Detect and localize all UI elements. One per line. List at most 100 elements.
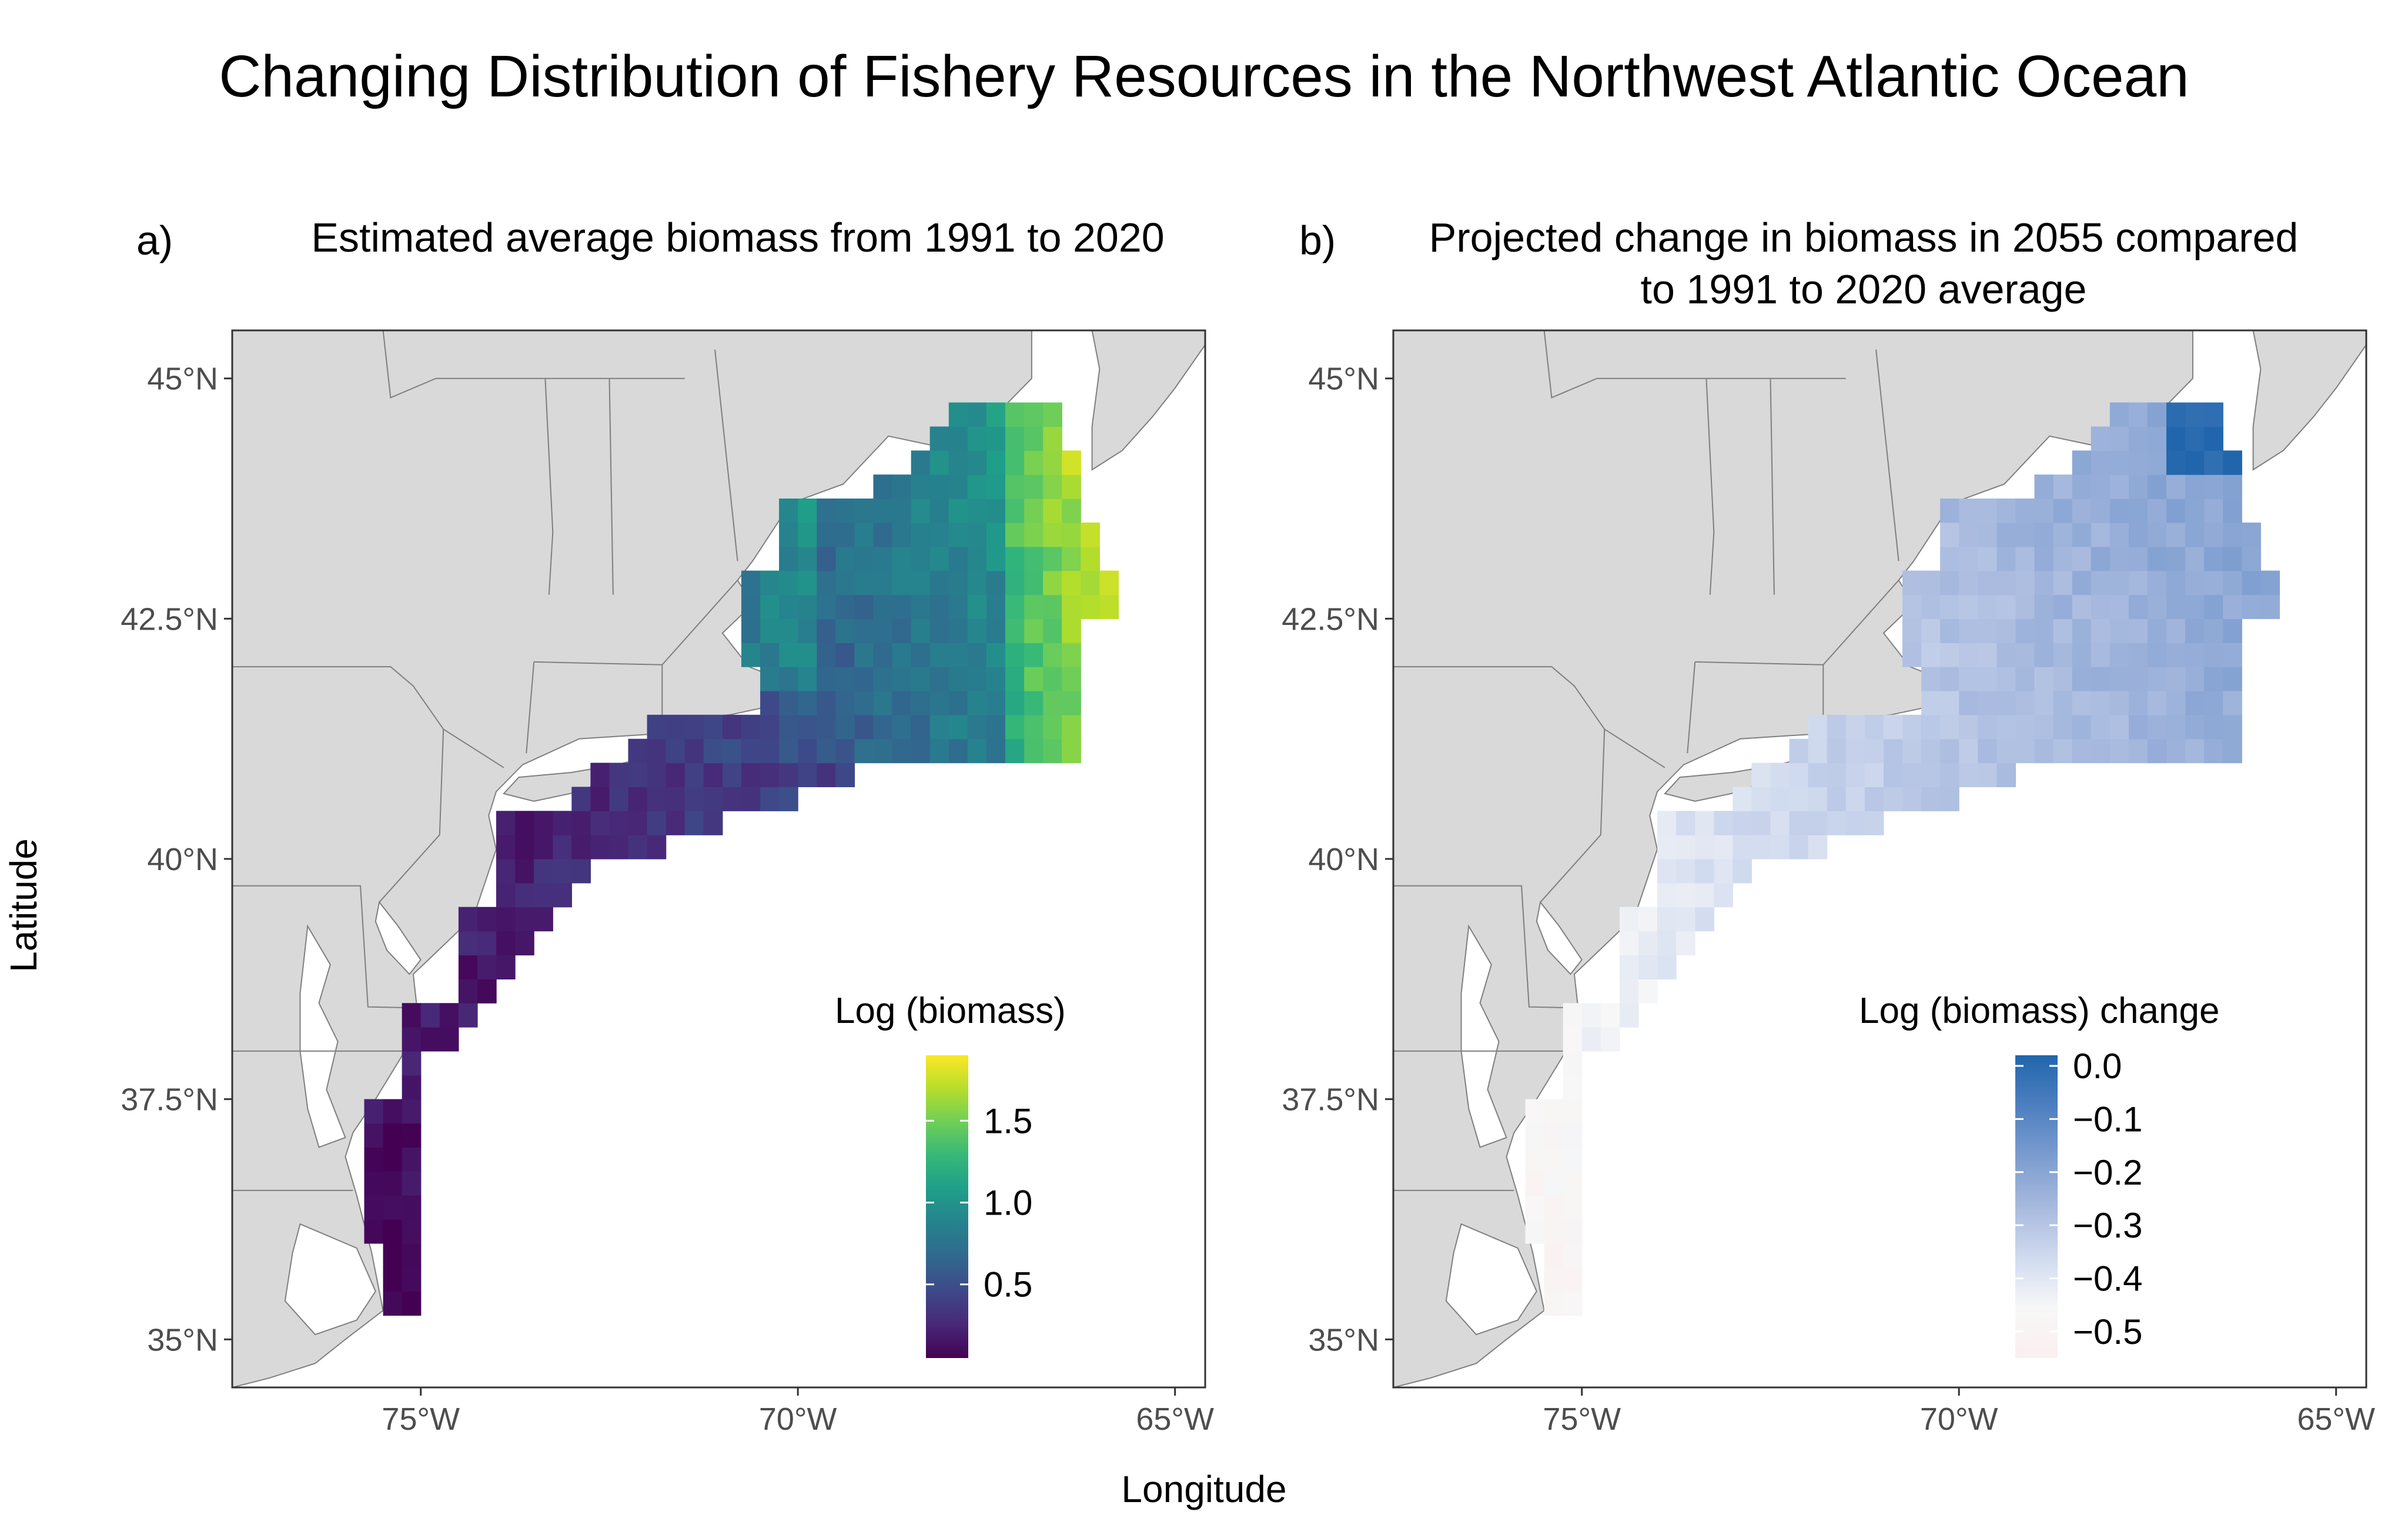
grid-cell — [2223, 667, 2242, 691]
grid-cell — [1789, 835, 1809, 860]
grid-cell — [1544, 1219, 1564, 1244]
grid-cell — [496, 882, 516, 908]
grid-cell — [1005, 643, 1025, 667]
grid-cell — [1751, 811, 1771, 835]
grid-cell — [2072, 714, 2092, 740]
grid-cell — [383, 1099, 403, 1124]
grid-cell — [534, 835, 553, 860]
grid-cell — [458, 979, 478, 1004]
legend-tick-label: 0.0 — [2073, 1046, 2122, 1086]
grid-cell — [1996, 738, 2016, 764]
grid-cell — [2185, 522, 2205, 547]
grid-cell — [2204, 546, 2223, 571]
grid-cell — [1940, 691, 1959, 715]
grid-cell — [402, 1291, 422, 1316]
grid-cell — [2166, 594, 2186, 619]
grid-cell — [1043, 402, 1062, 427]
grid-cell — [684, 811, 704, 835]
grid-cell — [929, 522, 949, 547]
grid-cell — [1770, 787, 1790, 811]
grid-cell — [1638, 907, 1658, 932]
grid-cell — [1883, 714, 1903, 740]
grid-cell — [1638, 979, 1658, 1004]
grid-cell — [1024, 522, 1044, 547]
grid-cell — [364, 1099, 384, 1124]
grid-cell — [835, 570, 855, 596]
grid-cell — [798, 546, 817, 571]
grid-cell — [684, 787, 704, 811]
grid-cell — [2015, 618, 2035, 643]
grid-cell — [1827, 762, 1847, 787]
grid-cell — [817, 618, 836, 643]
grid-cell — [1024, 691, 1044, 715]
grid-cell — [741, 714, 761, 740]
grid-cell — [798, 618, 817, 643]
grid-cell — [854, 643, 874, 667]
grid-cell — [496, 907, 516, 932]
grid-cell — [1062, 714, 1081, 740]
grid-cell — [779, 762, 798, 787]
grid-cell — [892, 474, 912, 499]
grid-cell — [2109, 402, 2129, 427]
grid-cell — [1676, 811, 1695, 835]
grid-cell — [967, 738, 987, 764]
grid-cell — [892, 667, 912, 691]
grid-cell — [1959, 691, 1978, 715]
figure-title: Changing Distribution of Fishery Resourc… — [219, 44, 2189, 109]
grid-cell — [1996, 618, 2016, 643]
grid-cell — [967, 643, 987, 667]
grid-cell — [1959, 738, 1978, 764]
grid-cell — [1024, 499, 1044, 523]
grid-cell — [986, 691, 1006, 715]
grid-cell — [1864, 787, 1884, 811]
grid-cell — [665, 714, 685, 740]
grid-cell — [402, 1195, 422, 1220]
grid-cell — [2128, 450, 2148, 475]
grid-cell — [986, 402, 1006, 427]
grid-cell — [1940, 570, 1959, 596]
grid-cell — [1062, 618, 1081, 643]
grid-cell — [553, 882, 572, 908]
grid-cell — [2185, 474, 2205, 499]
grid-cell — [1005, 667, 1025, 691]
grid-cell — [1525, 1195, 1545, 1220]
legend-title: Log (biomass) — [835, 991, 1066, 1031]
grid-cell — [798, 570, 817, 596]
grid-cell — [684, 762, 704, 787]
grid-cell — [722, 762, 742, 787]
grid-cell — [798, 594, 817, 619]
grid-cell — [2053, 499, 2073, 523]
grid-cell — [911, 691, 931, 715]
grid-cell — [817, 570, 836, 596]
grid-cell — [2223, 643, 2242, 667]
grid-cell — [779, 643, 798, 667]
grid-cell — [1563, 1027, 1583, 1052]
grid-cell — [2185, 426, 2205, 451]
grid-cell — [2109, 546, 2129, 571]
grid-cell — [628, 787, 648, 811]
grid-cell — [2015, 570, 2035, 596]
grid-cell — [1940, 787, 1959, 811]
grid-cell — [2204, 691, 2223, 715]
grid-cell — [2128, 499, 2148, 523]
grid-cell — [948, 738, 968, 764]
grid-cell — [2072, 667, 2092, 691]
grid-cell — [911, 474, 931, 499]
grid-cell — [911, 450, 931, 475]
grid-cell — [703, 811, 723, 835]
grid-cell — [929, 618, 949, 643]
chesapeake-bay — [1460, 924, 1507, 1148]
grid-cell — [1005, 450, 1025, 475]
grid-cell — [1789, 811, 1809, 835]
grid-cell — [2204, 738, 2223, 764]
grid-cell — [1005, 594, 1025, 619]
grid-cell — [1062, 546, 1081, 571]
grid-cell — [2223, 522, 2242, 547]
grid-cell — [1676, 859, 1695, 884]
grid-cell — [2166, 546, 2186, 571]
grid-cell — [986, 426, 1006, 451]
grid-cell — [892, 546, 912, 571]
grid-cell — [609, 811, 629, 835]
grid-cell — [892, 643, 912, 667]
grid-cell — [1099, 594, 1119, 619]
